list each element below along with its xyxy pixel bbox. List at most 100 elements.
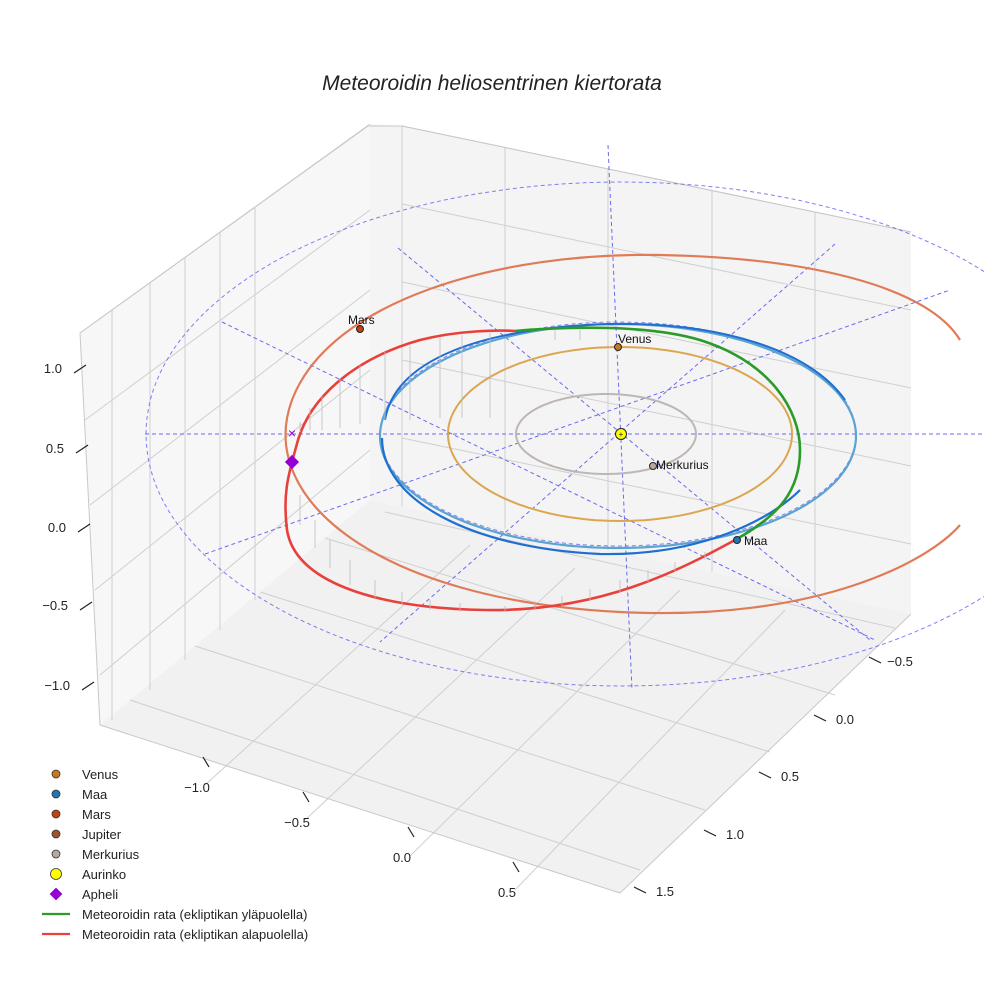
back-grid-hline (401, 437, 912, 545)
x-tick-mark (202, 756, 210, 768)
y-tick-label: −0.5 (887, 654, 913, 669)
z-tick-mark (73, 364, 87, 374)
legend-marker (50, 868, 62, 880)
x-tick-mark (407, 826, 415, 838)
floor-grid-line (514, 609, 786, 891)
legend-marker (49, 887, 63, 901)
sun-center-glyph: + (619, 430, 624, 439)
planet-label-mars: Mars (348, 313, 375, 327)
legend-marker (51, 769, 61, 779)
legend-marker (42, 912, 70, 916)
x-tick-label: 0.5 (498, 885, 516, 900)
legend-label: Apheli (82, 886, 119, 902)
apheli-marker (284, 454, 300, 470)
left-grid-hline (89, 289, 371, 506)
legend-item: Meteoroidin rata (ekliptikan yläpuolella… (38, 904, 308, 924)
reference-ray (379, 243, 836, 643)
orbit-maa-back (384, 322, 846, 421)
legend-item: Apheli (38, 884, 308, 904)
planet-venus (614, 343, 622, 351)
x-tick-label: 0.0 (393, 850, 411, 865)
legend-label: Meteoroidin rata (ekliptikan alapuolella… (82, 926, 309, 942)
legend-item: Meteoroidin rata (ekliptikan alapuolella… (38, 924, 308, 944)
reference-ray (221, 321, 876, 641)
y-tick-label: 1.0 (726, 827, 744, 842)
planet-maa (733, 536, 741, 544)
z-tick-label: −0.5 (42, 598, 68, 613)
z-tick-mark (75, 444, 89, 454)
floor-pane (100, 500, 911, 893)
floor-grid-line (259, 591, 771, 753)
left-pane (80, 124, 370, 725)
legend: Venus Maa Mars Jupiter Merkurius Aurinko Aphel… (38, 764, 308, 944)
y-tick-mark (703, 829, 717, 837)
floor-grid-line (194, 645, 706, 811)
legend-marker (51, 809, 61, 819)
z-tick-label: 0.5 (46, 441, 64, 456)
left-grid-hline (94, 369, 371, 591)
pane-edge-bottom (79, 332, 912, 894)
back-grid-hline (401, 203, 912, 311)
legend-item: Maa (38, 784, 308, 804)
reference-ray (397, 247, 871, 641)
z-tick-label: 1.0 (44, 361, 62, 376)
pane-edge-top (79, 125, 912, 334)
legend-marker (42, 932, 70, 936)
planet-label-merkurius: Merkurius (656, 458, 709, 472)
y-tick-label: 1.5 (656, 884, 674, 899)
floor-grid-line (409, 589, 681, 857)
legend-label: Merkurius (82, 846, 140, 862)
planet-label-venus: Venus (618, 332, 651, 346)
back-grid-hline (401, 359, 912, 467)
sun (615, 428, 627, 440)
legend-marker (51, 849, 61, 859)
legend-item: Jupiter (38, 824, 308, 844)
back-grid-hline (401, 281, 912, 389)
left-grid-hline (84, 209, 371, 421)
chart-title: Meteoroidin heliosentrinen kiertorata (322, 72, 662, 95)
orbit-venus (446, 345, 793, 523)
orbit-maa-front (380, 437, 801, 556)
reference-ray (204, 289, 951, 555)
planet-label-maa: Maa (744, 534, 768, 548)
legend-marker (51, 829, 61, 839)
z-tick-label: 0.0 (48, 520, 66, 535)
y-tick-label: 0.0 (836, 712, 854, 727)
legend-marker (51, 789, 61, 799)
x-tick-label: −0.5 (284, 815, 310, 830)
reference-circle (145, 181, 984, 687)
legend-label: Meteoroidin rata (ekliptikan yläpuolella… (82, 906, 308, 922)
y-tick-mark (868, 656, 882, 664)
meteoroid-trajectory-below (284, 329, 736, 612)
planet-mars (356, 325, 364, 333)
legend-label: Mars (82, 806, 111, 822)
legend-label: Maa (82, 786, 108, 802)
x-tick-mark (512, 861, 520, 873)
x-tick-mark (302, 791, 310, 803)
y-tick-mark (633, 886, 647, 894)
y-tick-mark (758, 771, 772, 779)
planet-merkurius (649, 462, 657, 470)
meteoroid-trajectory-above (514, 326, 802, 542)
legend-label: Venus (82, 766, 119, 782)
orbit-mars (284, 253, 961, 615)
y-tick-mark (813, 714, 827, 722)
x-tick-label: −1.0 (184, 780, 210, 795)
legend-item: Merkurius (38, 844, 308, 864)
z-tick-mark (77, 523, 91, 533)
legend-item: Aurinko (38, 864, 308, 884)
floor-grid-line (204, 544, 471, 786)
z-tick-mark (81, 681, 95, 691)
floor-grid-line (324, 537, 836, 696)
y-tick-label: 0.5 (781, 769, 799, 784)
floor-grid-line (129, 699, 641, 871)
orbit-maa (378, 322, 858, 550)
legend-item: Venus (38, 764, 308, 784)
legend-label: Jupiter (82, 826, 122, 842)
left-grid-hline (99, 449, 371, 676)
floor-grid-line (304, 567, 576, 821)
z-tick-mark (79, 601, 93, 611)
legend-label: Aurinko (82, 866, 127, 882)
z-tick-label: −1.0 (44, 678, 70, 693)
